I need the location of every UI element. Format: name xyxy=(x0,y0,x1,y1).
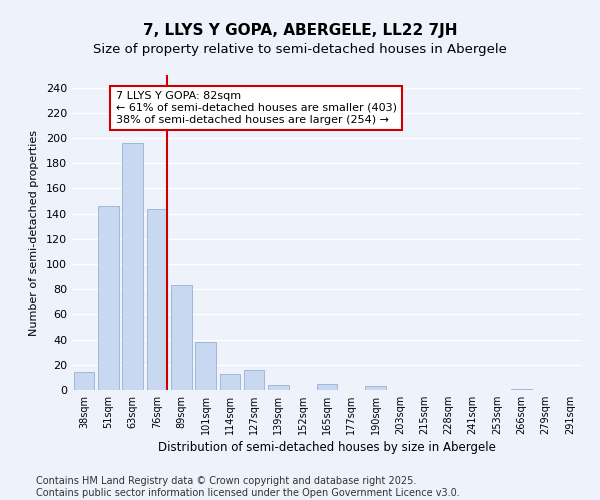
Text: 7, LLYS Y GOPA, ABERGELE, LL22 7JH: 7, LLYS Y GOPA, ABERGELE, LL22 7JH xyxy=(143,22,457,38)
Bar xyxy=(195,342,216,390)
Bar xyxy=(511,388,532,390)
Text: 7 LLYS Y GOPA: 82sqm
← 61% of semi-detached houses are smaller (403)
38% of semi: 7 LLYS Y GOPA: 82sqm ← 61% of semi-detac… xyxy=(116,92,397,124)
Bar xyxy=(244,370,265,390)
Bar xyxy=(98,206,119,390)
Bar xyxy=(122,143,143,390)
Text: Size of property relative to semi-detached houses in Abergele: Size of property relative to semi-detach… xyxy=(93,42,507,56)
Bar xyxy=(317,384,337,390)
X-axis label: Distribution of semi-detached houses by size in Abergele: Distribution of semi-detached houses by … xyxy=(158,441,496,454)
Bar xyxy=(268,385,289,390)
Text: Contains HM Land Registry data © Crown copyright and database right 2025.
Contai: Contains HM Land Registry data © Crown c… xyxy=(36,476,460,498)
Bar xyxy=(146,208,167,390)
Bar xyxy=(74,372,94,390)
Bar xyxy=(171,286,191,390)
Bar xyxy=(365,386,386,390)
Bar xyxy=(220,374,240,390)
Y-axis label: Number of semi-detached properties: Number of semi-detached properties xyxy=(29,130,39,336)
